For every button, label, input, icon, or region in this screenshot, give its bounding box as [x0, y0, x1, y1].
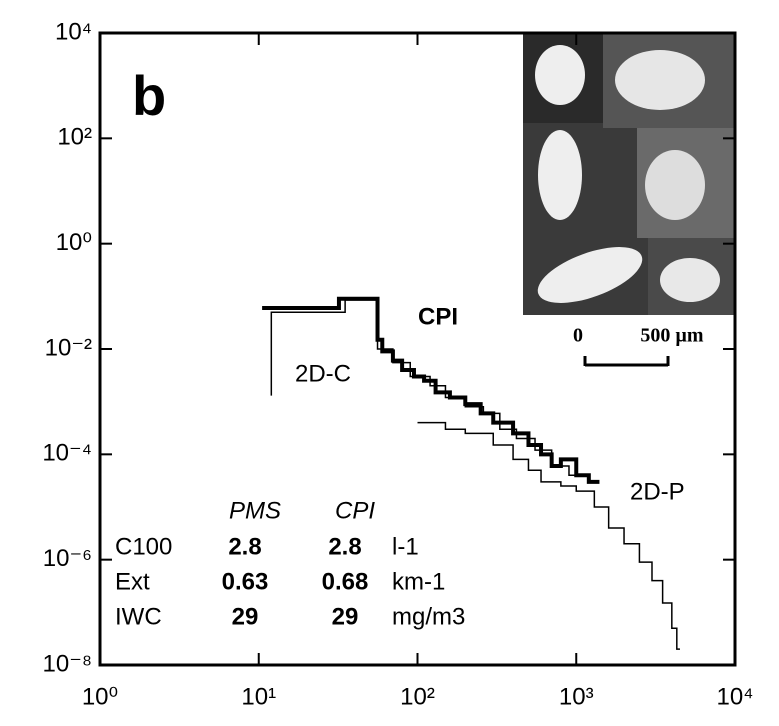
y-tick-label: 10⁻²: [45, 334, 92, 361]
x-tick-label: 10²: [400, 683, 435, 710]
table-header: PMS: [229, 497, 281, 524]
row-unit: mg/m3: [392, 603, 465, 630]
table-value: 29: [332, 603, 359, 630]
table-value: 2.8: [328, 533, 361, 560]
table-value: 2.8: [228, 533, 261, 560]
y-tick-label: 10⁻⁴: [42, 440, 92, 467]
series-label: 2D-P: [630, 478, 685, 505]
x-tick-label: 10⁰: [82, 683, 118, 710]
row-label: IWC: [115, 603, 162, 630]
table-value: 0.63: [222, 568, 269, 595]
table-header: CPI: [335, 497, 375, 524]
y-tick-label: 10⁻⁸: [43, 650, 93, 677]
inset-image: [523, 33, 735, 315]
y-tick-label: 10²: [57, 124, 92, 151]
row-unit: km-1: [392, 568, 445, 595]
series-line: [270, 299, 595, 483]
panel-label: b: [132, 64, 166, 127]
series-label: 2D-C: [295, 360, 351, 387]
series-line: [417, 421, 680, 650]
row-label: Ext: [115, 568, 150, 595]
y-tick-label: 10⁰: [56, 229, 92, 256]
x-tick-label: 10¹: [241, 683, 276, 710]
row-label: C100: [115, 533, 172, 560]
x-tick-label: 10³: [559, 683, 594, 710]
table-value: 29: [232, 603, 259, 630]
scale-label: 500 µm: [640, 325, 704, 347]
series-label: CPI: [418, 303, 458, 330]
x-tick-label: 10⁴: [716, 683, 753, 710]
scale-label: 0: [573, 325, 583, 347]
table-value: 0.68: [322, 568, 369, 595]
row-unit: l-1: [392, 533, 419, 560]
y-tick-label: 10⁻⁶: [43, 545, 92, 572]
y-tick-label: 10⁴: [55, 18, 92, 45]
